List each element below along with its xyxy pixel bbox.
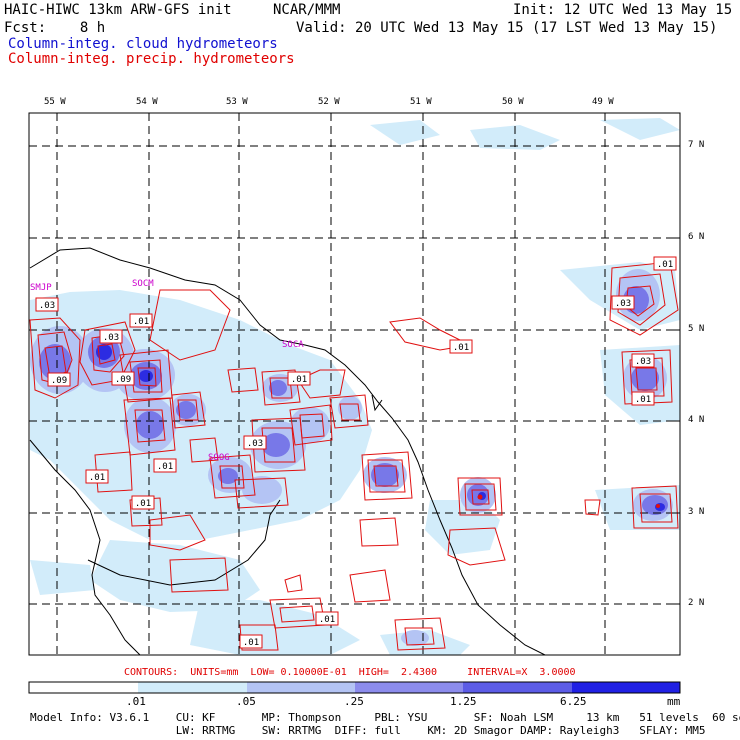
lat-label-5n: 5 N	[688, 324, 705, 334]
legend-cloud-hydrometeors: Column-integ. cloud hydrometeors	[8, 36, 278, 52]
lat-label-6n: 6 N	[688, 232, 705, 242]
contour-label: .01	[129, 313, 153, 328]
contour-label: .01	[85, 469, 109, 484]
station-label: SOCA	[282, 340, 304, 350]
svg-text:.09: .09	[51, 376, 67, 386]
contour-label: .03	[35, 297, 59, 312]
station-label: SOOG	[208, 453, 230, 463]
plot-title: HAIC-HIWC 13km ARW-GFS init	[4, 2, 232, 18]
lat-lon-grid	[29, 113, 680, 655]
colorbar-label: 1.25	[450, 695, 477, 708]
lat-label-3n: 3 N	[688, 507, 705, 517]
contour-label: .03	[611, 295, 635, 310]
model-info-line1: Model Info: V3.6.1 CU: KF MP: Thompson P…	[30, 711, 740, 724]
contour-label: .01	[653, 256, 677, 271]
svg-text:.01: .01	[291, 375, 307, 385]
svg-text:.01: .01	[243, 638, 259, 648]
lon-label-53w: 53 W	[226, 97, 248, 107]
lon-label-50w: 50 W	[502, 97, 524, 107]
svg-text:.01: .01	[453, 343, 469, 353]
svg-text:.03: .03	[39, 301, 55, 311]
svg-text:.03: .03	[635, 357, 651, 367]
svg-text:.01: .01	[89, 473, 105, 483]
lat-label-2n: 2 N	[688, 598, 705, 608]
station-label: SOCM	[132, 279, 154, 289]
contour-label: .03	[243, 435, 267, 450]
lon-label-51w: 51 W	[410, 97, 432, 107]
lon-label-52w: 52 W	[318, 97, 340, 107]
contour-label: .01	[631, 391, 655, 406]
colorbar-label: .01	[126, 695, 146, 708]
contour-label: .01	[153, 458, 177, 473]
contour-labels: .01 .03 .01 .03 .09 .09 .01 .01 .03 .01 .01 .01 .03.…	[35, 256, 677, 649]
lon-label-49w: 49 W	[592, 97, 614, 107]
svg-text:.03: .03	[615, 299, 631, 309]
lon-label-55w: 55 W	[44, 97, 66, 107]
svg-text:.03: .03	[103, 333, 119, 343]
svg-text:.01: .01	[319, 615, 335, 625]
svg-text:.03: .03	[247, 439, 263, 449]
contour-label: .03	[631, 353, 655, 368]
contour-label: .01	[315, 611, 339, 626]
contour-label: .01	[131, 495, 155, 510]
contours-info: CONTOURS: UNITS=mm LOW= 0.10000E-01 HIGH…	[124, 667, 576, 678]
colorbar-label: 6.25	[560, 695, 587, 708]
colorbar-label: .05	[236, 695, 256, 708]
station-label: SMJP	[30, 283, 52, 293]
colorbar-units: mm	[667, 695, 681, 708]
contour-label: .01	[449, 339, 473, 354]
map-frame	[28, 112, 681, 656]
legend-precip-hydrometeors: Column-integ. precip. hydrometeors	[8, 51, 295, 67]
organization: NCAR/MMM	[273, 2, 341, 18]
svg-text:.09: .09	[115, 375, 131, 385]
lon-label-54w: 54 W	[136, 97, 158, 107]
coastline	[29, 247, 546, 655]
contour-label: .01	[287, 371, 311, 386]
contour-label: .09	[111, 371, 135, 386]
contour-label: .03	[99, 329, 123, 344]
init-time: Init: 12 UTC Wed 13 May 15	[513, 2, 733, 18]
colorbar-label: .25	[344, 695, 364, 708]
contour-label: .01	[239, 634, 263, 649]
colorbar	[28, 681, 681, 694]
svg-text:.01: .01	[133, 317, 149, 327]
valid-time: Valid: 20 UTC Wed 13 May 15 (17 LST Wed …	[296, 20, 718, 36]
svg-text:.01: .01	[657, 260, 673, 270]
forecast-hour: Fcst: 8 h	[4, 20, 106, 36]
svg-text:.01: .01	[157, 462, 173, 472]
model-info-line2: LW: RRTMG SW: RRTMG DIFF: full KM: 2D Sm…	[30, 724, 706, 737]
contour-label: .09	[47, 372, 71, 387]
lat-label-4n: 4 N	[688, 415, 705, 425]
svg-text:.01: .01	[635, 395, 651, 405]
lat-label-7n: 7 N	[688, 140, 705, 150]
svg-text:.01: .01	[135, 499, 151, 509]
